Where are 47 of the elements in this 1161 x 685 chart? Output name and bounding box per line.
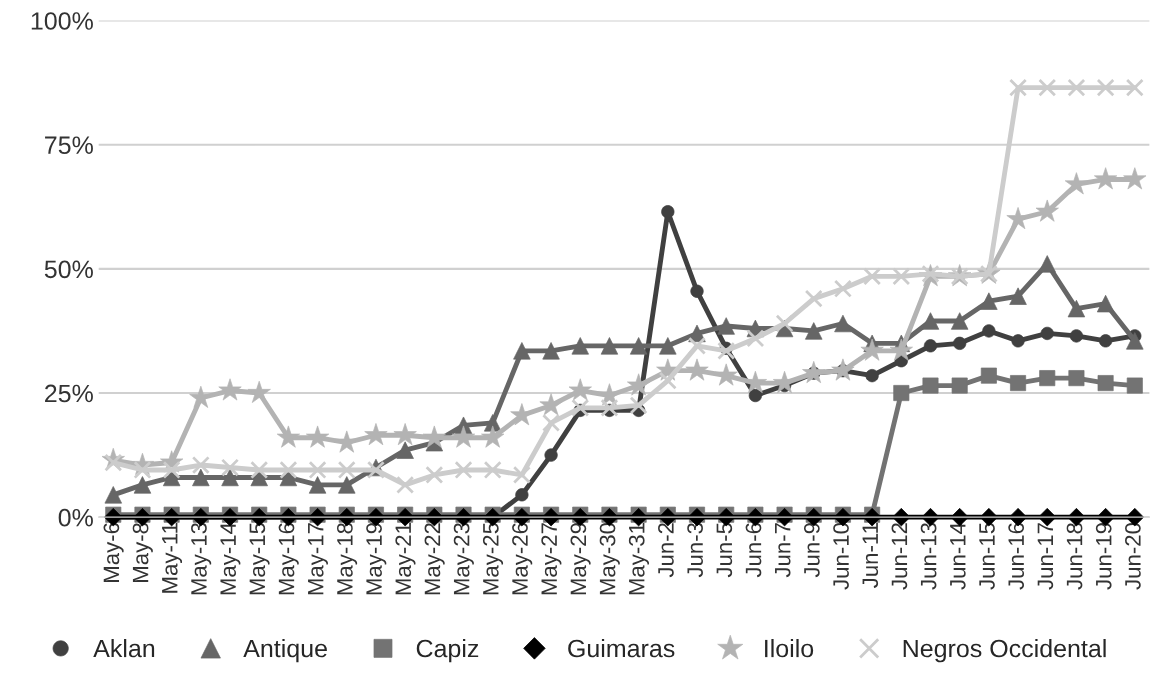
x-tick-label: Jun-10 [833,522,849,590]
x-tick-label: May-27 [541,523,562,595]
x-tick-label: Jun-19 [1095,523,1112,590]
x-tick-label: May-30 [599,522,620,595]
y-tick-label: 25% [45,384,93,403]
x-tick-label: May-6 [103,523,124,582]
x-tick-label: Jun-6 [745,523,762,578]
x-tick-label: Jun-20 [1125,522,1141,590]
x-tick-label: Jun-14 [950,522,966,590]
x-tick-label: May-25 [482,522,504,595]
x-tick-label: Jun-16 [1008,523,1025,590]
x-tick-label: Jun-3 [687,523,703,578]
x-tick-label: May-31 [628,523,649,595]
x-tick-label: May-8 [132,523,153,582]
x-tick-label: Jun-13 [920,523,937,590]
x-tick-label: May-15 [249,522,270,595]
x-tick-label: May-23 [453,523,474,595]
x-tick-label: Jun-12 [891,523,908,590]
x-tick-label: Jun-17 [1037,523,1054,590]
x-tick-label: May-14 [220,522,241,595]
legend-label: Guimaras [568,639,675,658]
x-tick-label: Jun-2 [658,523,674,578]
y-tick-label: 100% [31,12,93,30]
x-tick-label: May-21 [395,523,416,595]
legend-label: Capiz [416,639,479,663]
y-tick-label: 75% [45,136,93,155]
x-tick-label: Jun-9 [803,523,820,578]
x-tick-label: May-18 [337,523,358,595]
y-tick-label: 50% [44,260,93,279]
y-tick-label: 0% [58,508,93,527]
x-tick-label: May-16 [278,523,299,595]
x-tick-label: May-22 [424,523,445,595]
x-tick-label: Jun-18 [1066,523,1083,590]
legend-label: Negros Occidental [903,639,1106,663]
x-tick-label: May-17 [308,523,328,595]
legend-label: Iloilo [765,639,814,658]
legend-label: Aklan [93,639,155,658]
x-tick-label: May-26 [512,523,533,595]
x-tick-label: May-29 [570,523,591,595]
x-tick-label: Jun-15 [979,522,995,590]
x-tick-label: May-13 [191,523,212,595]
x-tick-label: May-11 [162,523,183,593]
x-tick-label: Jun-5 [716,522,733,578]
legend-label: Antique [243,639,327,663]
x-tick-label: May-19 [366,523,387,595]
x-tick-label: Jun-11 [862,523,879,588]
x-tick-label: Jun-7 [775,523,791,578]
